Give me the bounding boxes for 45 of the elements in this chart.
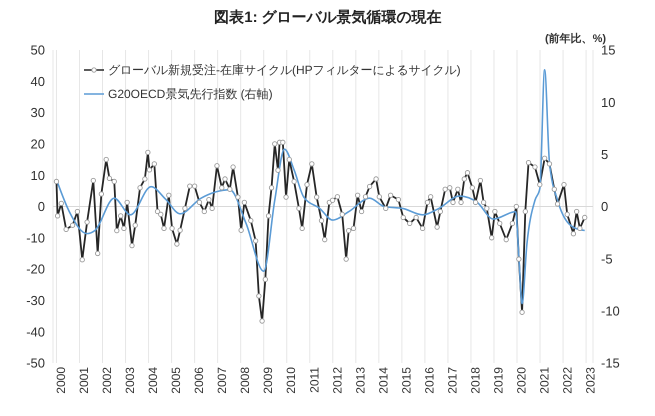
x-tick-label: 2019 — [492, 366, 506, 394]
x-tick-label: 2017 — [445, 366, 460, 394]
y2-tick-label: 10 — [601, 94, 616, 110]
x-tick-label: 2021 — [538, 366, 552, 394]
y2-tick-label: 0 — [601, 199, 608, 214]
x-tick-label: 2013 — [353, 366, 368, 394]
x-tick-label: 2007 — [215, 366, 230, 394]
y-tick-label: 10 — [30, 168, 45, 183]
y2-tick-label: -15 — [601, 356, 620, 371]
x-tick-label: 2000 — [54, 366, 68, 394]
y-tick-label: 50 — [30, 42, 45, 58]
x-tick-label: 2005 — [169, 366, 184, 394]
x-tick-label: 2006 — [192, 366, 206, 394]
y-tick-label: -30 — [26, 293, 45, 308]
x-tick-label: 2018 — [468, 366, 482, 394]
y-tick-label: -10 — [26, 230, 45, 246]
y-tick-label: 0 — [38, 199, 45, 214]
y2-axis-title: (前年比、%) — [544, 32, 606, 45]
x-tick-label: 2010 — [284, 366, 298, 394]
chart-title: 図表1: グローバル景気循環の現在 — [213, 8, 443, 28]
x-tick-label: 2009 — [261, 366, 276, 394]
x-tick-label: 2008 — [238, 366, 252, 394]
y2-tick-label: -5 — [601, 251, 613, 266]
x-tick-label: 2012 — [330, 366, 344, 394]
legend-label: G20OECD景気先行指数 (右軸) — [108, 86, 273, 103]
y-tick-label: -20 — [26, 262, 45, 277]
x-tick-label: 2023 — [584, 366, 598, 394]
x-tick-label: 2003 — [123, 366, 138, 394]
y-tick-label: 30 — [30, 105, 45, 120]
y2-tick-label: 5 — [601, 146, 608, 162]
x-tick-label: 2020 — [514, 366, 529, 394]
legend-label: グローバル新規受注-在庫サイクル(HPフィルターによるサイクル) — [108, 62, 461, 79]
y-tick-label: -50 — [26, 356, 45, 371]
y2-tick-label: -10 — [601, 303, 620, 318]
x-tick-label: 2001 — [77, 366, 91, 394]
x-tick-label: 2015 — [399, 366, 414, 394]
y-tick-label: 20 — [30, 136, 45, 152]
y-tick-label: -40 — [26, 324, 45, 340]
x-tick-label: 2014 — [376, 366, 390, 394]
x-tick-label: 2011 — [307, 366, 322, 393]
y-tick-label: 40 — [30, 74, 45, 89]
x-tick-label: 2022 — [560, 366, 575, 394]
x-tick-label: 2002 — [100, 366, 114, 394]
x-tick-label: 2004 — [146, 366, 160, 394]
x-tick-label: 2016 — [422, 366, 436, 394]
